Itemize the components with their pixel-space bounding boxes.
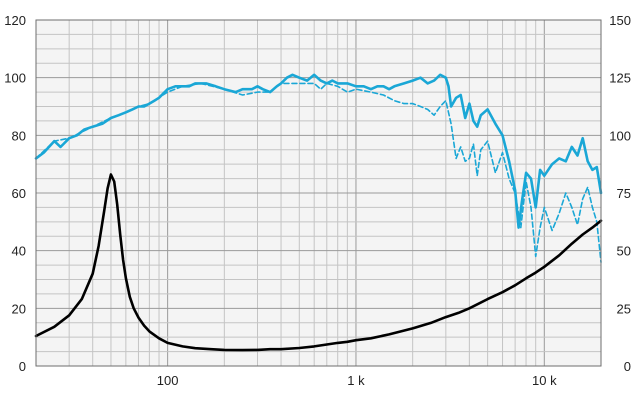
right-y-tick-label: 50	[617, 244, 631, 259]
x-tick-label: 1 k	[347, 373, 365, 388]
series-group	[34, 73, 603, 352]
right-y-tick-label: 75	[617, 186, 631, 201]
right-y-tick-label: 25	[617, 301, 631, 316]
x-tick-label: 100	[157, 373, 179, 388]
response_off_axis-series-line	[35, 82, 602, 263]
x-tick-label: 10 k	[532, 373, 557, 388]
right-axis-ticks: 0 25 50 75 100 125 150	[609, 13, 631, 374]
left-y-tick-label: 120	[4, 13, 26, 28]
right-y-tick-label: 150	[609, 13, 631, 28]
impedance-series-line	[34, 173, 603, 352]
plot-frame-border	[35, 19, 602, 367]
left-y-tick-label: 80	[12, 128, 26, 143]
left-y-tick-label: 100	[4, 71, 26, 86]
right-y-tick-label: 125	[609, 71, 631, 86]
left-y-tick-label: 0	[19, 359, 26, 374]
right-y-tick-label: 100	[609, 128, 631, 143]
left-y-tick-label: 60	[12, 186, 26, 201]
grid	[36, 20, 601, 366]
response-series-line	[34, 73, 603, 229]
left-axis-ticks: 0 20 40 60 80 100 120	[4, 13, 26, 374]
left-y-tick-label: 20	[12, 301, 26, 316]
x-axis-ticks: 100 1 k 10 k	[157, 373, 557, 388]
right-y-tick-label: 0	[624, 359, 631, 374]
left-y-tick-label: 40	[12, 244, 26, 259]
